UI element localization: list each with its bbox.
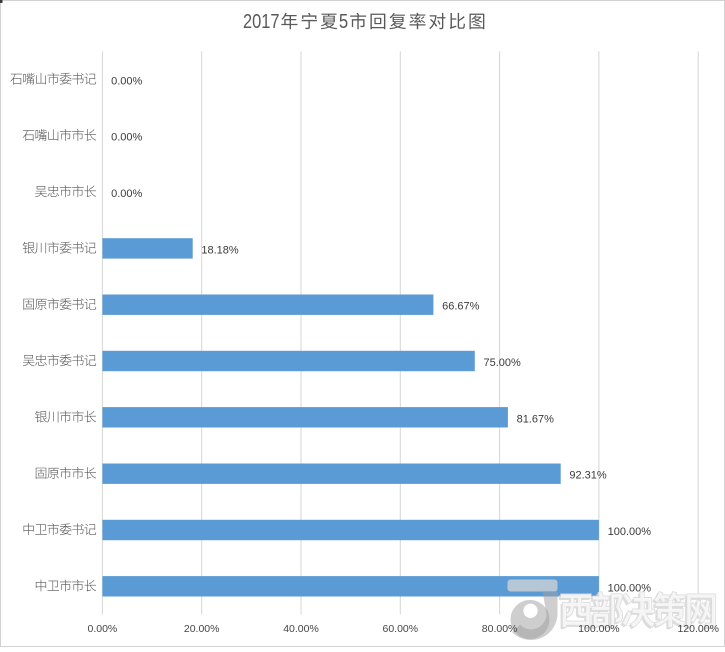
svg-text:100.00%: 100.00% (578, 623, 619, 635)
svg-text:2017: 2017 (243, 10, 280, 33)
svg-text:0.00%: 0.00% (111, 188, 142, 200)
svg-text:5: 5 (339, 10, 348, 33)
svg-text:120.00%: 120.00% (677, 623, 718, 635)
svg-text:40.00%: 40.00% (283, 623, 319, 635)
svg-text:0.00%: 0.00% (88, 623, 118, 635)
svg-text:80.00%: 80.00% (482, 623, 518, 635)
svg-text:60.00%: 60.00% (382, 623, 418, 635)
svg-text:100.00%: 100.00% (608, 582, 652, 594)
svg-text:0.00%: 0.00% (111, 132, 142, 144)
svg-text:81.67%: 81.67% (517, 413, 555, 425)
svg-text:92.31%: 92.31% (569, 470, 607, 482)
svg-text:20.00%: 20.00% (184, 623, 220, 635)
svg-text:66.67%: 66.67% (442, 301, 480, 313)
svg-text:100.00%: 100.00% (608, 526, 652, 538)
svg-text:0.00%: 0.00% (111, 75, 142, 87)
svg-text:75.00%: 75.00% (484, 357, 522, 369)
svg-text:18.18%: 18.18% (201, 244, 239, 256)
